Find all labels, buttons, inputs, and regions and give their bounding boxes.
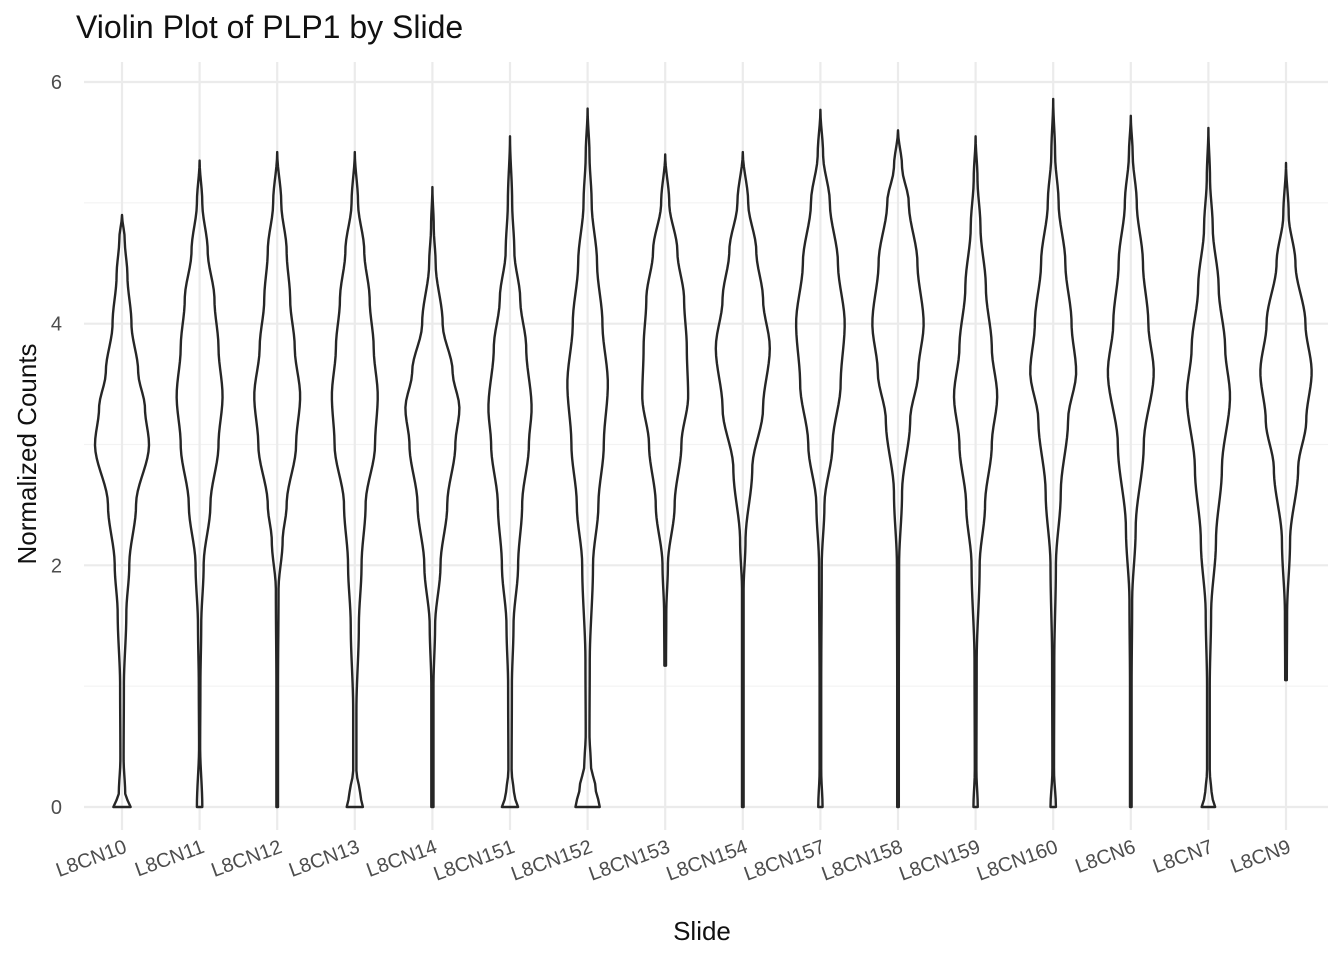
violin-L8CN158: [871, 129, 925, 809]
y-tick-label: 6: [51, 72, 62, 94]
violin-L8CN9: [1259, 161, 1313, 682]
y-tick-label: 4: [51, 314, 62, 336]
violin-L8CN7: [1185, 126, 1232, 809]
violin-L8CN151: [487, 135, 533, 809]
violin-L8CN157: [794, 108, 846, 809]
violin-L8CN152: [566, 107, 609, 809]
violin-L8CN14: [404, 185, 461, 809]
y-tick-labels: 0 2 4 6: [51, 72, 62, 819]
violin-L8CN11: [175, 159, 224, 809]
chart-title: Violin Plot of PLP1 by Slide: [76, 9, 463, 45]
violin-L8CN154: [714, 150, 771, 809]
violin-L8CN159: [952, 135, 999, 809]
violin-L8CN12: [253, 150, 302, 809]
y-tick-label: 0: [51, 797, 62, 819]
violin-L8CN6: [1106, 114, 1155, 809]
violins: [93, 97, 1313, 809]
y-axis-title: Normalized Counts: [12, 343, 42, 564]
violin-L8CN153: [641, 153, 690, 667]
violin-L8CN160: [1029, 97, 1078, 809]
x-axis-title: Slide: [673, 916, 731, 946]
violin-L8CN13: [330, 150, 379, 809]
y-tick-label: 2: [51, 555, 62, 577]
violin-L8CN10: [93, 213, 151, 809]
